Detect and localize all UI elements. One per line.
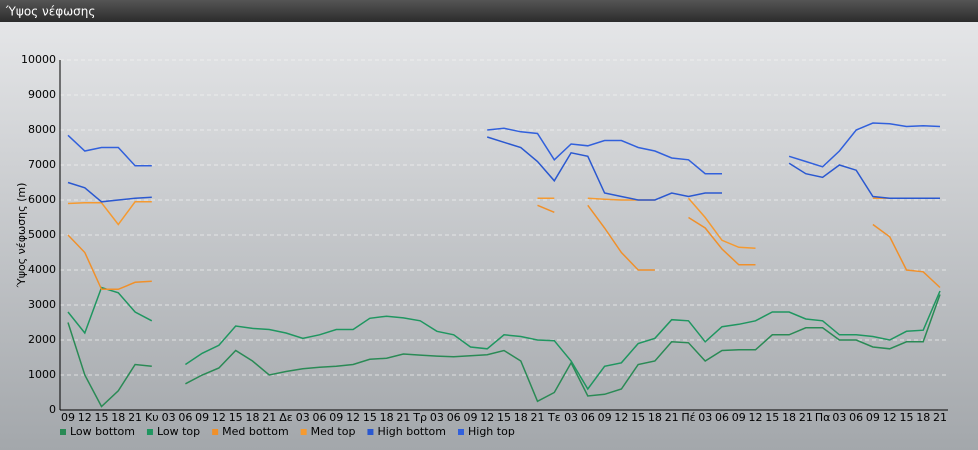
x-tick-label: 12 — [749, 411, 763, 424]
x-tick-label: 03 — [698, 411, 712, 424]
x-tick-label: 15 — [363, 411, 377, 424]
legend-label: High bottom — [377, 425, 446, 438]
x-tick-label: 21 — [128, 411, 142, 424]
x-tick-label: 12 — [78, 411, 92, 424]
x-tick-label: 18 — [111, 411, 125, 424]
x-tick-label: 03 — [564, 411, 578, 424]
x-tick-label: 12 — [212, 411, 226, 424]
x-tick-label: 03 — [162, 411, 176, 424]
legend-swatch — [300, 429, 307, 435]
legend-label: High top — [468, 425, 515, 438]
x-tick-label: 15 — [765, 411, 779, 424]
legend-swatch — [146, 429, 153, 435]
x-tick-label: 09 — [329, 411, 343, 424]
x-tick-label: 09 — [598, 411, 612, 424]
y-tick-label: 9000 — [28, 88, 56, 101]
x-tick-label: 21 — [799, 411, 813, 424]
x-tick-label: 21 — [933, 411, 947, 424]
x-tick-label: Τε — [547, 411, 561, 424]
x-tick-label: 21 — [665, 411, 679, 424]
series-line — [67, 197, 940, 250]
y-tick-label: 1000 — [28, 368, 56, 381]
series-line — [67, 286, 941, 391]
x-tick-label: 06 — [313, 411, 327, 424]
x-tick-label: Τρ — [412, 411, 427, 424]
y-tick-label: 0 — [49, 403, 56, 416]
y-tick-label: 7000 — [28, 158, 56, 171]
series-line — [67, 294, 941, 408]
x-tick-label: 06 — [849, 411, 863, 424]
x-tick-label: 18 — [916, 411, 930, 424]
x-tick-label: Πέ — [681, 411, 695, 424]
legend-label: Low bottom — [70, 425, 135, 438]
series-line — [67, 204, 941, 291]
chart-title: Ύψος νέφωσης — [5, 5, 95, 19]
y-tick-label: 8000 — [28, 123, 56, 136]
y-tick-label: 4000 — [28, 263, 56, 276]
x-tick-label: 09 — [463, 411, 477, 424]
x-tick-label: Κυ — [145, 411, 159, 424]
legend-swatch — [60, 429, 66, 435]
x-tick-label: 06 — [581, 411, 595, 424]
series-line — [67, 136, 940, 203]
x-tick-label: 03 — [430, 411, 444, 424]
x-tick-label: 12 — [346, 411, 360, 424]
x-tick-label: 15 — [229, 411, 243, 424]
x-tick-label: 18 — [514, 411, 528, 424]
y-tick-label: 10000 — [21, 53, 56, 66]
x-tick-label: 12 — [614, 411, 628, 424]
x-tick-label: 18 — [648, 411, 662, 424]
x-tick-label: 09 — [732, 411, 746, 424]
x-tick-label: 21 — [396, 411, 410, 424]
y-tick-label: 6000 — [28, 193, 56, 206]
x-tick-label: 21 — [531, 411, 545, 424]
x-tick-label: 06 — [178, 411, 192, 424]
x-tick-label: 09 — [866, 411, 880, 424]
y-axis-label: Ύψος νέφωσης (m) — [15, 183, 28, 289]
x-tick-label: 12 — [883, 411, 897, 424]
y-tick-label: 5000 — [28, 228, 56, 241]
x-tick-label: 09 — [195, 411, 209, 424]
x-tick-label: 15 — [631, 411, 645, 424]
x-tick-label: 18 — [782, 411, 796, 424]
y-tick-label: 2000 — [28, 333, 56, 346]
x-tick-label: Πα — [815, 411, 831, 424]
x-tick-label: 21 — [262, 411, 276, 424]
legend-label: Low top — [157, 425, 200, 438]
title-bar — [0, 0, 978, 22]
legend-swatch — [367, 429, 374, 435]
legend-swatch — [458, 429, 464, 435]
series-line — [67, 122, 941, 175]
x-tick-label: 03 — [832, 411, 846, 424]
x-tick-label: 15 — [497, 411, 511, 424]
legend-label: Med bottom — [222, 425, 289, 438]
x-tick-label: 09 — [61, 411, 75, 424]
y-tick-label: 3000 — [28, 298, 56, 311]
x-tick-label: Δε — [279, 411, 293, 424]
x-tick-label: 15 — [899, 411, 913, 424]
x-tick-label: 06 — [447, 411, 461, 424]
legend-swatch — [212, 429, 219, 435]
x-tick-label: 18 — [245, 411, 259, 424]
x-tick-label: 06 — [715, 411, 729, 424]
x-tick-label: 15 — [95, 411, 109, 424]
legend-label: Med top — [311, 425, 356, 438]
x-tick-label: 12 — [480, 411, 494, 424]
x-tick-label: 18 — [380, 411, 394, 424]
x-tick-label: 03 — [296, 411, 310, 424]
